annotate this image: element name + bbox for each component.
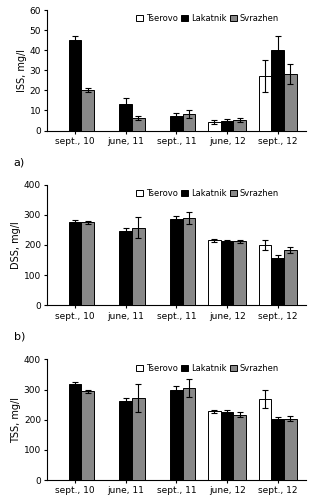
Y-axis label: TSS, mg/l: TSS, mg/l bbox=[11, 396, 21, 442]
Bar bbox=[170, 116, 183, 130]
Bar bbox=[69, 384, 82, 480]
Bar bbox=[183, 388, 195, 480]
Y-axis label: ISS, mg/l: ISS, mg/l bbox=[17, 49, 27, 92]
Bar bbox=[119, 232, 132, 306]
Bar bbox=[284, 419, 297, 480]
Bar bbox=[221, 241, 233, 306]
Bar bbox=[259, 398, 271, 480]
Bar bbox=[221, 122, 233, 130]
Bar bbox=[259, 76, 271, 130]
Bar bbox=[170, 219, 183, 306]
Bar bbox=[271, 50, 284, 130]
Bar bbox=[183, 114, 195, 130]
Bar bbox=[271, 419, 284, 480]
Bar bbox=[119, 401, 132, 480]
Bar bbox=[132, 398, 145, 480]
Bar bbox=[132, 118, 145, 130]
Bar bbox=[82, 90, 94, 130]
Bar bbox=[183, 218, 195, 306]
Bar bbox=[284, 74, 297, 130]
Y-axis label: DSS, mg/l: DSS, mg/l bbox=[11, 221, 21, 269]
Bar bbox=[119, 104, 132, 130]
Legend: Tserovo, Lakatnik, Svrazhen: Tserovo, Lakatnik, Svrazhen bbox=[133, 12, 282, 26]
Bar bbox=[132, 228, 145, 306]
Bar bbox=[69, 40, 82, 130]
Legend: Tserovo, Lakatnik, Svrazhen: Tserovo, Lakatnik, Svrazhen bbox=[133, 361, 282, 375]
Bar bbox=[208, 412, 221, 480]
Bar bbox=[233, 242, 246, 306]
Bar bbox=[82, 391, 94, 480]
Bar bbox=[170, 390, 183, 480]
Bar bbox=[82, 222, 94, 306]
Legend: Tserovo, Lakatnik, Svrazhen: Tserovo, Lakatnik, Svrazhen bbox=[133, 186, 282, 200]
Bar bbox=[271, 258, 284, 306]
Bar bbox=[259, 245, 271, 306]
Bar bbox=[208, 240, 221, 306]
Bar bbox=[233, 120, 246, 130]
Bar bbox=[221, 412, 233, 480]
Bar bbox=[284, 250, 297, 306]
Bar bbox=[233, 414, 246, 480]
Bar bbox=[208, 122, 221, 130]
Text: a): a) bbox=[14, 157, 25, 167]
Text: b): b) bbox=[14, 332, 25, 342]
Bar bbox=[69, 222, 82, 306]
